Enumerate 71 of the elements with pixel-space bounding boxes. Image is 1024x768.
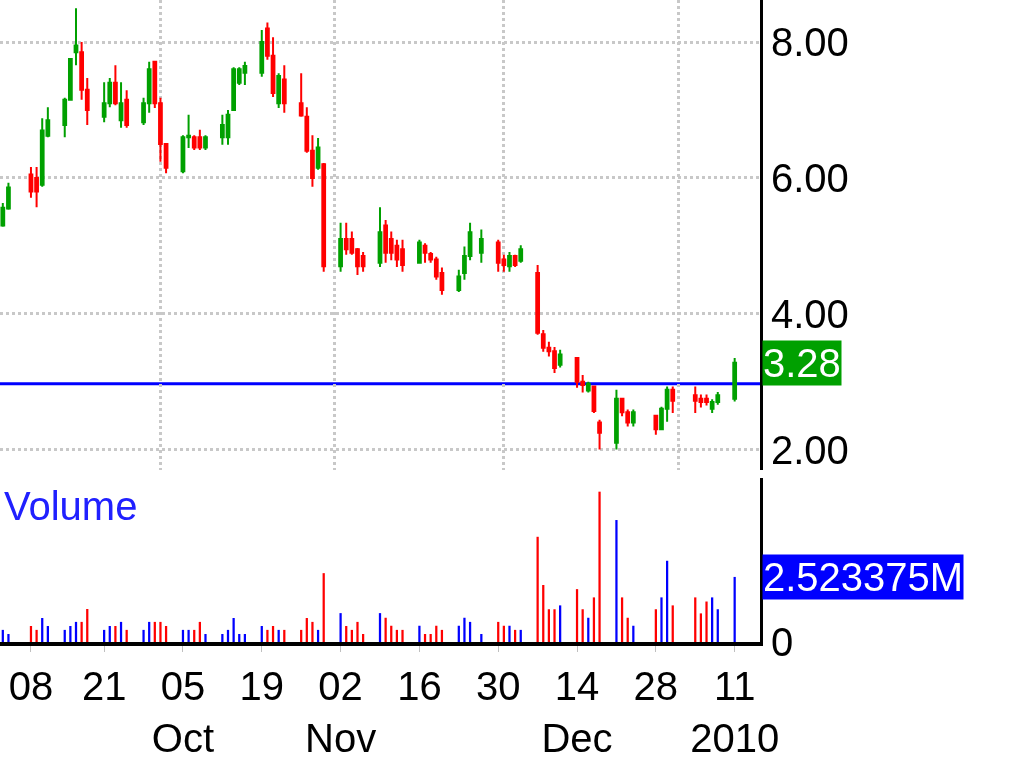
candlestick (630, 408, 636, 428)
bar (187, 629, 190, 642)
bar (463, 617, 466, 642)
candlestick (338, 221, 343, 273)
bar (705, 601, 708, 642)
candlestick (259, 28, 265, 78)
y-tick-label: 6.00 (771, 155, 849, 200)
bar (660, 597, 663, 642)
bar (559, 605, 562, 642)
candlestick (614, 388, 619, 451)
x-tick-label: 28 (633, 664, 679, 708)
bar (598, 491, 601, 642)
x-tick-label: 08 (8, 664, 54, 708)
bar (159, 621, 162, 642)
y-tick-label: 2.00 (771, 427, 849, 472)
candlestick (73, 7, 79, 67)
bar (356, 621, 359, 642)
x-tick-label: 19 (239, 664, 285, 708)
candlestick (653, 413, 659, 436)
candlestick (203, 134, 208, 152)
bar (508, 625, 511, 642)
bar (592, 597, 596, 642)
candlestick (507, 250, 512, 273)
candlestick (377, 206, 383, 268)
candlestick (670, 385, 676, 414)
y-tick-label: 4.00 (771, 291, 849, 336)
bar (699, 613, 703, 642)
candlestick (118, 81, 124, 129)
y-tick-label: 2.523375M (763, 555, 964, 599)
bar (69, 626, 72, 642)
x-tick-label: 21 (81, 664, 127, 708)
bar (711, 597, 714, 642)
candlestick (732, 356, 738, 403)
candlestick (113, 64, 118, 107)
x-tick-label: 05 Oct (151, 664, 215, 760)
y-tick-label: 0 (771, 620, 794, 664)
candlestick (321, 162, 327, 273)
candlestick (557, 348, 563, 369)
bar (266, 629, 269, 642)
bar (35, 629, 38, 642)
bar (204, 634, 207, 642)
bar (221, 634, 224, 642)
candlestick (597, 418, 602, 451)
candlestick (124, 89, 130, 129)
candlestick (585, 380, 591, 394)
bar (311, 621, 314, 642)
candlestick (315, 136, 321, 171)
y-tick-label: 3.28 (763, 341, 841, 385)
candlestick (281, 64, 287, 114)
bar (7, 634, 10, 642)
bar (620, 597, 624, 642)
chart-title: Volume (4, 484, 138, 528)
y-tick-label: 8.00 (771, 20, 849, 65)
x-tick-label: 14 Dec (541, 664, 613, 760)
bar (339, 613, 342, 642)
x-tick-label: 16 (397, 664, 442, 708)
bar (114, 626, 117, 642)
candlestick (456, 268, 462, 294)
bar (401, 629, 404, 642)
candlestick (417, 238, 422, 264)
x-tick-label: 11 2010 (690, 664, 780, 760)
x-tick-label: 02 Nov (305, 664, 377, 760)
x-tick-label: 30 (475, 664, 521, 708)
bar (418, 625, 421, 642)
bar (553, 609, 556, 642)
candlestick (276, 72, 282, 109)
bar (615, 520, 618, 642)
candlestick (478, 228, 484, 264)
candlestick (298, 72, 304, 118)
candlestick (518, 244, 524, 264)
bar (142, 629, 145, 642)
